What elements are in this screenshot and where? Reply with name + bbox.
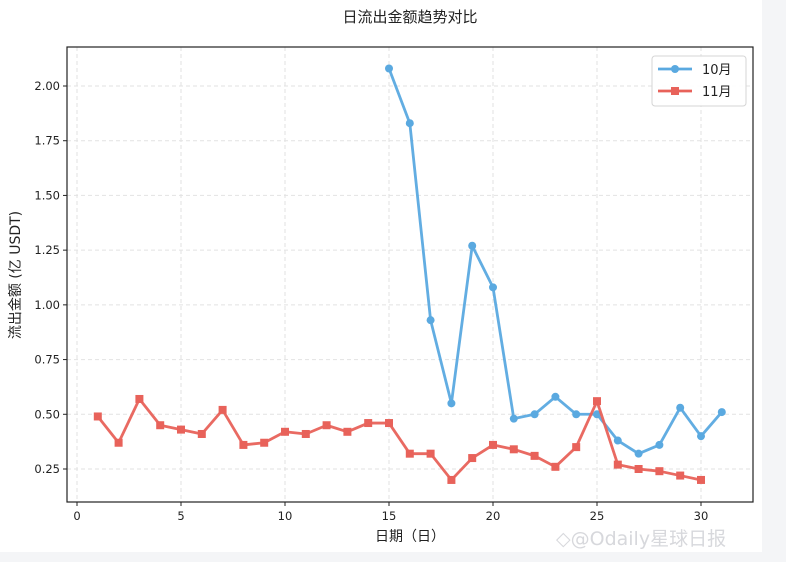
y-tick-label: 0.50 xyxy=(34,407,60,421)
data-point xyxy=(489,283,497,292)
data-point xyxy=(530,451,539,460)
x-axis-label: 日期（日） xyxy=(375,529,445,545)
line-chart: 日流出金额趋势对比 0 5 10 15 20 25 30 0.25 0.50 0.75 1.00 1… xyxy=(8,8,754,545)
x-tick-label: 25 xyxy=(590,509,605,523)
data-point xyxy=(489,440,497,449)
data-point xyxy=(697,432,705,441)
data-point xyxy=(551,462,560,471)
data-point xyxy=(572,443,581,452)
data-point xyxy=(613,460,622,469)
data-point xyxy=(322,421,331,430)
data-point xyxy=(613,436,622,445)
data-point xyxy=(114,438,123,447)
legend-label: 11月 xyxy=(702,85,732,100)
series-november xyxy=(93,394,705,484)
data-point xyxy=(260,438,269,447)
data-point xyxy=(385,419,393,428)
data-point xyxy=(239,440,248,449)
data-point xyxy=(634,449,643,458)
data-point xyxy=(93,412,102,421)
data-point xyxy=(593,410,601,419)
data-point xyxy=(426,449,435,458)
data-point xyxy=(530,410,539,419)
x-tick-label: 30 xyxy=(694,509,709,523)
chart-title: 日流出金额趋势对比 xyxy=(342,8,477,26)
watermark: ◇@Odaily星球日报 xyxy=(556,528,727,550)
series-group xyxy=(93,64,726,484)
data-point xyxy=(593,397,601,406)
data-point xyxy=(509,445,518,454)
grid-lines xyxy=(67,47,753,502)
x-axis-ticks: 0 5 10 15 20 25 30 xyxy=(73,502,708,523)
data-point xyxy=(468,454,477,463)
y-tick-label: 0.75 xyxy=(34,353,60,367)
y-axis-ticks: 0.25 0.50 0.75 1.00 1.25 1.50 1.75 2.00 xyxy=(34,79,67,476)
data-point xyxy=(135,394,144,403)
data-point xyxy=(405,119,414,128)
data-point xyxy=(385,64,393,73)
data-point xyxy=(281,427,289,436)
data-point xyxy=(364,419,373,428)
data-point xyxy=(177,425,185,434)
data-point xyxy=(197,429,206,438)
y-tick-label: 1.50 xyxy=(34,188,60,202)
data-point xyxy=(447,399,456,408)
data-point xyxy=(426,316,435,325)
data-point xyxy=(447,475,456,484)
y-tick-label: 0.25 xyxy=(34,462,60,476)
y-tick-label: 1.75 xyxy=(34,134,60,148)
series-october xyxy=(385,64,726,458)
data-point xyxy=(343,427,352,436)
x-tick-label: 10 xyxy=(278,509,293,523)
data-point xyxy=(676,471,685,480)
data-point xyxy=(655,467,664,476)
x-tick-label: 0 xyxy=(73,509,80,523)
plot-frame xyxy=(66,46,754,503)
data-point xyxy=(551,392,560,401)
data-point xyxy=(676,403,685,412)
legend-label: 10月 xyxy=(702,63,732,78)
data-point xyxy=(655,440,664,449)
x-tick-label: 20 xyxy=(486,509,501,523)
data-point xyxy=(218,405,227,414)
data-point xyxy=(156,421,165,430)
y-axis-label: 流出金额 (亿 USDT) xyxy=(8,211,24,339)
data-point xyxy=(717,408,726,417)
data-point xyxy=(634,465,643,473)
data-point xyxy=(572,410,581,419)
x-tick-label: 15 xyxy=(382,509,397,523)
data-point xyxy=(697,475,705,484)
data-point xyxy=(509,414,518,423)
data-point xyxy=(405,449,414,458)
y-tick-label: 1.25 xyxy=(34,243,60,257)
chart-canvas: 日流出金额趋势对比 0 5 10 15 20 25 30 0.25 0.50 0.75 1.00 1… xyxy=(0,0,762,552)
data-point xyxy=(301,429,310,438)
y-tick-label: 1.00 xyxy=(34,298,60,312)
y-tick-label: 2.00 xyxy=(34,79,60,93)
data-point xyxy=(468,241,477,250)
x-tick-label: 5 xyxy=(177,509,184,523)
